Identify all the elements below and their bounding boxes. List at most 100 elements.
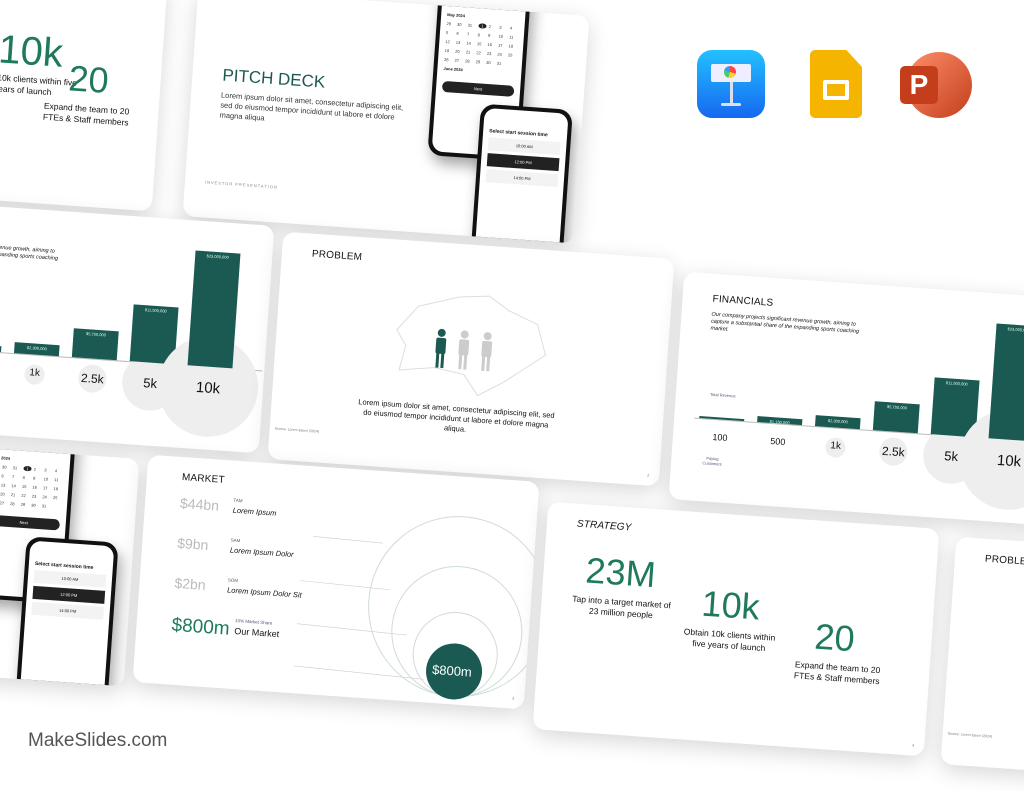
calendar-day[interactable]: 1 (478, 23, 487, 29)
calendar-day[interactable]: 23 (32, 494, 41, 500)
slide-pitch-deck[interactable]: PITCH DECK Lorem ipsum dolor sit amet, c… (183, 0, 590, 243)
calendar-day[interactable]: 22 (476, 50, 485, 56)
calendar-day[interactable]: 2 (489, 24, 498, 30)
slide-app-mockup-partial[interactable]: Select start session date May 2024 29303… (0, 432, 139, 687)
calendar-day[interactable]: 30 (2, 464, 11, 470)
calendar-day[interactable]: 26 (444, 57, 453, 63)
calendar-day[interactable]: 31 (497, 61, 506, 67)
calendar-day[interactable]: 8 (477, 32, 486, 38)
revenue-axis-label: Total Revenue (708, 392, 738, 399)
calendar-day[interactable]: 19 (445, 48, 454, 54)
time-slot[interactable]: 10:00 AM (34, 570, 107, 588)
calendar-day[interactable]: 12 (445, 39, 454, 45)
calendar-day[interactable]: 25 (53, 495, 62, 501)
calendar-day[interactable]: 27 (454, 58, 463, 64)
calendar-day[interactable]: 27 (0, 500, 8, 506)
calendar-day[interactable]: 10 (44, 476, 53, 482)
calendar-day[interactable]: 9 (488, 33, 497, 39)
calendar-day[interactable]: 29 (21, 502, 30, 508)
slide-market[interactable]: MARKET $44bn TAM Lorem Ipsum$9bn SAM Lor… (133, 455, 540, 710)
calendar-day[interactable]: 17 (498, 43, 507, 49)
calendar-day[interactable]: 23 (487, 51, 496, 57)
calendar-day[interactable]: 9 (33, 476, 42, 482)
slide-financials-partial[interactable]: FINANCIALS Our company projects signific… (0, 199, 274, 454)
calendar-day[interactable]: 17 (43, 485, 52, 491)
market-label: Lorem Ipsum (232, 506, 276, 518)
calendar-day[interactable]: 13 (1, 482, 10, 488)
calendar-day[interactable]: 16 (487, 42, 496, 48)
time-slot-selected[interactable]: 12:00 PM (32, 586, 105, 604)
slide-strategy[interactable]: STRATEGY 23M Tap into a target market of… (533, 502, 940, 757)
calendar-day[interactable]: 30 (486, 60, 495, 66)
calendar-day[interactable]: 4 (510, 25, 519, 31)
slide-problem[interactable]: PROBLEM Lorem ipsum dolor sit amet, cons… (268, 232, 675, 487)
calendar-grid[interactable]: 2930311234567891011121314151617181920212… (0, 464, 64, 510)
stat-value: 10k (700, 583, 761, 629)
slide-problem-partial[interactable]: PROBLEM Source: Lorem Ipsum (2024) (941, 537, 1024, 791)
calendar-day[interactable]: 13 (456, 40, 465, 46)
calendar-day[interactable]: 15 (22, 484, 31, 490)
calendar-day[interactable]: 5 (446, 30, 455, 36)
market-tag: SAM (230, 538, 240, 544)
calendar-day[interactable]: 6 (456, 31, 465, 37)
next-button[interactable]: Next (0, 515, 60, 531)
market-circles (292, 476, 539, 710)
calendar-day[interactable]: 18 (53, 486, 62, 492)
calendar-day[interactable]: 14 (11, 483, 20, 489)
strategy-title: STRATEGY (577, 519, 632, 534)
calendar-day[interactable]: 25 (508, 52, 517, 58)
calendar-day[interactable]: 30 (31, 503, 40, 509)
calendar-day[interactable]: 4 (55, 468, 64, 474)
calendar-day[interactable]: 28 (10, 501, 19, 507)
calendar-day[interactable]: 3 (499, 25, 508, 31)
customer-count-label: 2.5k (67, 370, 118, 387)
next-button[interactable]: Next (442, 81, 515, 97)
calendar-day[interactable]: 3 (44, 467, 53, 473)
calendar-day[interactable]: 18 (508, 43, 517, 49)
calendar-day[interactable]: 16 (32, 485, 41, 491)
calendar-day[interactable]: 31 (42, 503, 51, 509)
calendar-day[interactable]: 11 (54, 477, 63, 483)
person-icon (480, 332, 493, 372)
calendar-day[interactable]: 29 (446, 21, 455, 27)
calendar-day[interactable]: 11 (509, 34, 518, 40)
calendar-day[interactable]: 20 (455, 49, 464, 55)
calendar-day[interactable]: 14 (466, 40, 475, 46)
calendar-day[interactable]: 28 (465, 58, 474, 64)
calendar-day[interactable]: 22 (21, 493, 30, 499)
calendar-day[interactable]: 31 (468, 22, 477, 28)
market-label: Lorem Ipsum Dolor Sit (227, 585, 302, 599)
calendar-day[interactable]: 10 (499, 34, 508, 40)
calendar-day[interactable]: 24 (497, 52, 506, 58)
calendar-day[interactable]: 31 (13, 465, 22, 471)
customer-count-label: 10k (182, 378, 233, 398)
market-label: Our Market (234, 626, 280, 639)
calendar-day[interactable]: 6 (1, 473, 10, 479)
time-slot[interactable]: 14:00 PM (486, 169, 559, 187)
calendar-day[interactable]: 30 (457, 22, 466, 28)
slide-financials[interactable]: FINANCIALS Our company projects signific… (669, 272, 1024, 527)
calendar-day[interactable]: 2 (34, 467, 43, 473)
calendar-day[interactable]: 7 (467, 31, 476, 37)
calendar-day[interactable]: 21 (466, 49, 475, 55)
time-slot-selected[interactable]: 12:00 PM (487, 153, 560, 171)
problem-source: Source: Lorem Ipsum (2024) (275, 426, 320, 433)
calendar-day[interactable]: 21 (11, 492, 20, 498)
calendar-day[interactable]: 8 (22, 475, 31, 481)
calendar-day[interactable]: 24 (42, 494, 51, 500)
time-slot[interactable]: 10:00 AM (488, 137, 561, 155)
calendar-day[interactable]: 1 (23, 466, 32, 472)
calendar-day[interactable]: 29 (476, 59, 485, 65)
pitch-title: PITCH DECK (222, 66, 326, 93)
slide-strategy-partial[interactable]: 10k Obtain 10k clients within five years… (0, 0, 167, 211)
time-slot[interactable]: 14:00 PM (31, 602, 104, 620)
page-number: 3 (512, 696, 515, 701)
revenue-bar: $1,150,000 (757, 416, 802, 425)
calendar-day[interactable]: 15 (477, 41, 486, 47)
market-tag: SOM (228, 577, 239, 583)
customer-count-label: 1k (9, 366, 60, 380)
market-label: Lorem Ipsum Dolor (230, 546, 294, 559)
calendar-day[interactable]: 20 (0, 491, 9, 497)
calendar-day[interactable]: 7 (12, 474, 21, 480)
